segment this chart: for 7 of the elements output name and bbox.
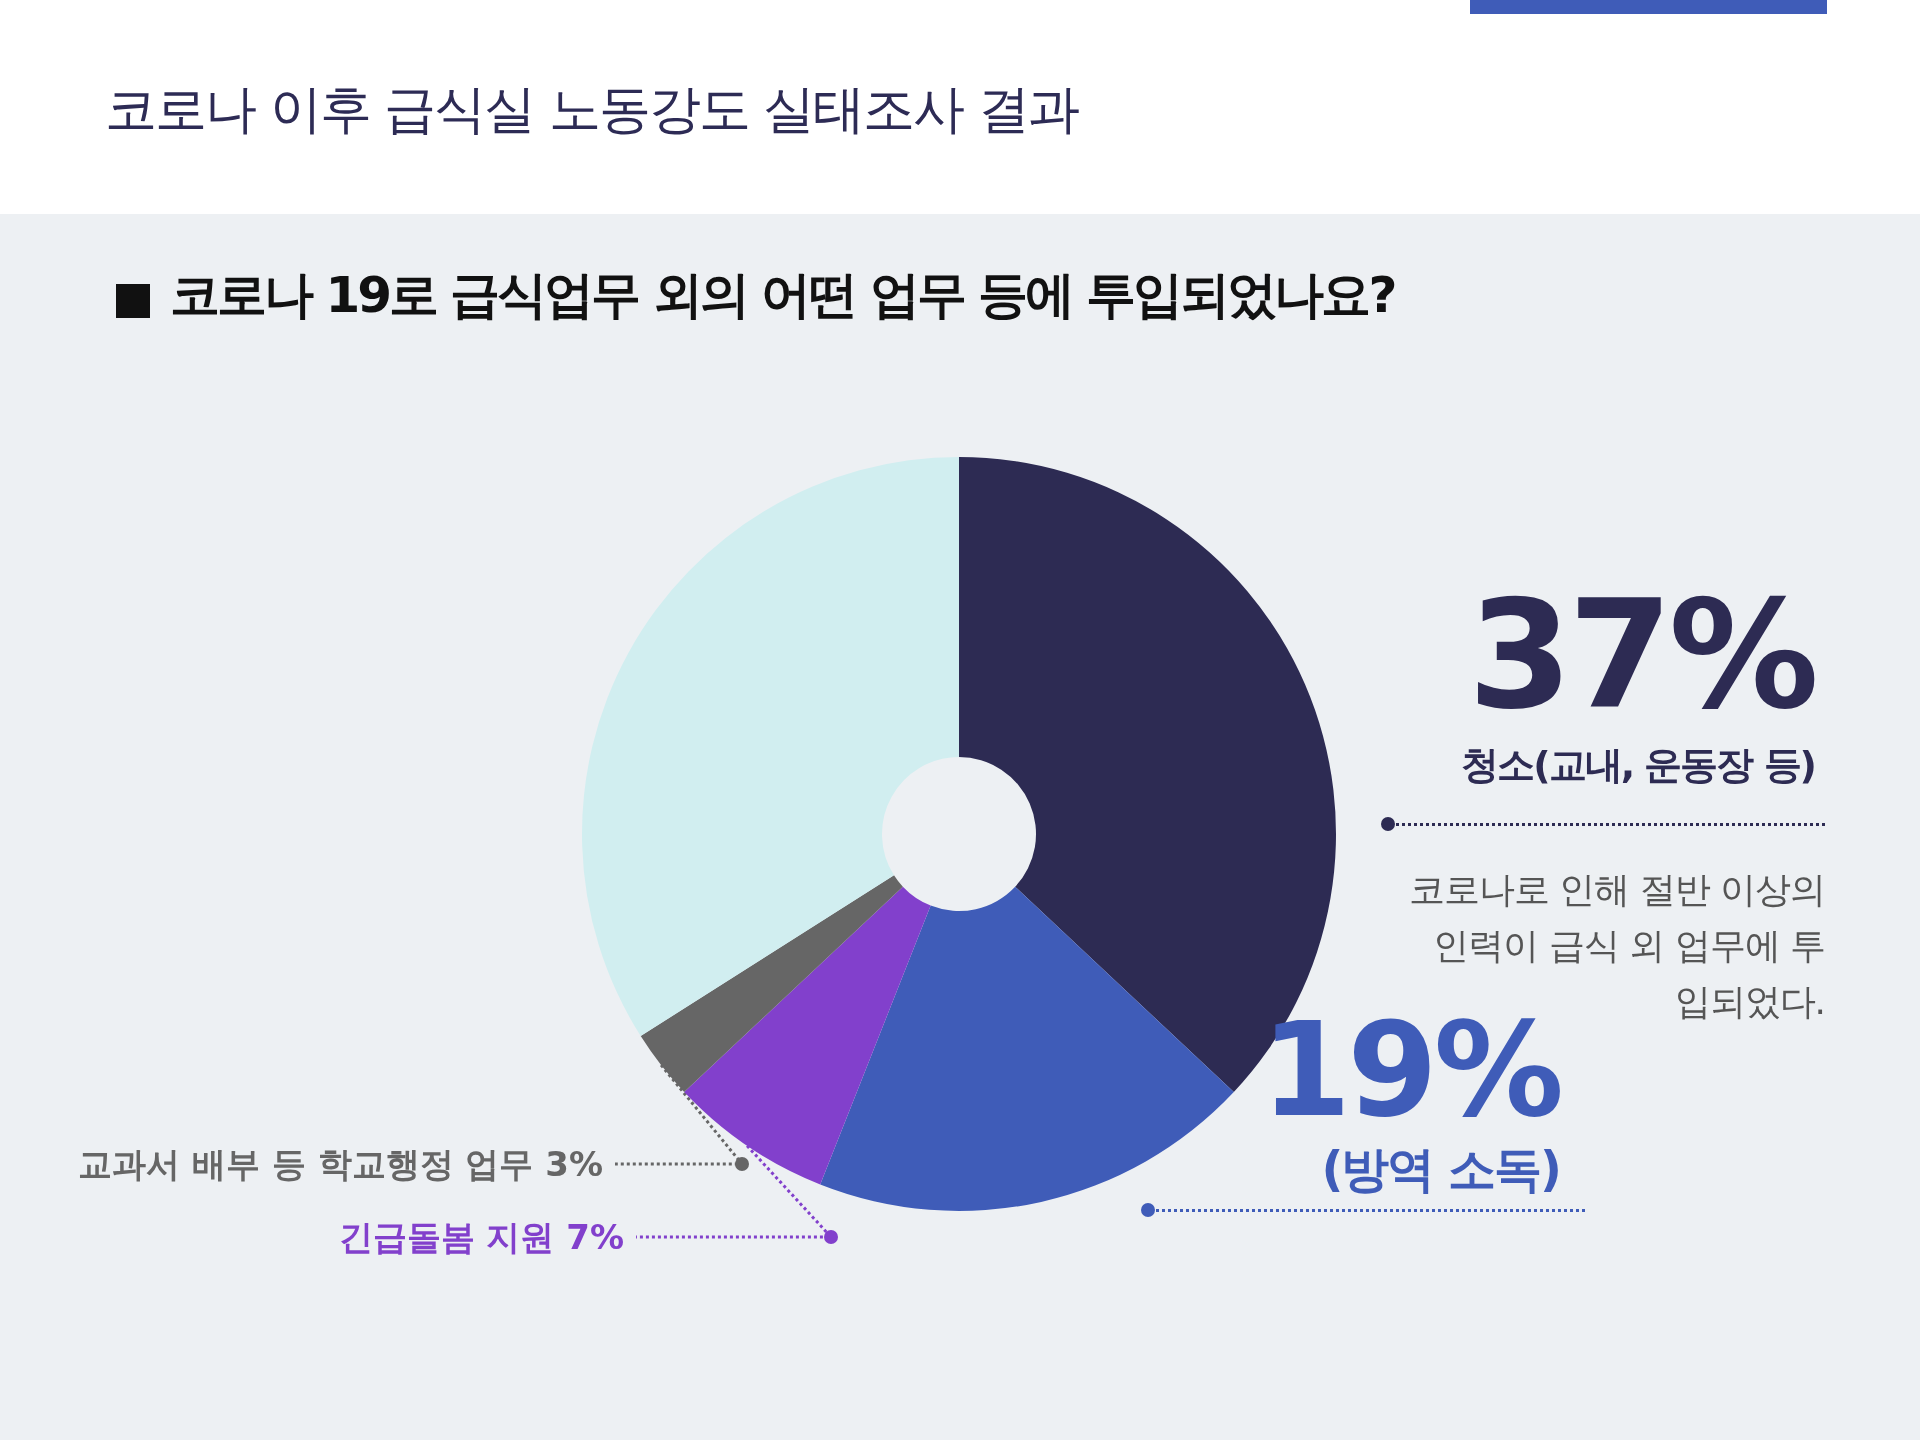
slice-label: 긴급돌봄 지원 7% [338,1217,624,1257]
chart-title: 코로나 이후 급식실 노동강도 실태조사 결과 [105,78,1078,141]
slice-label: 교과서 배부 등 학교행정 업무 3% [78,1144,603,1184]
data-label: 37% [1467,568,1815,742]
slice-label: (방역 소독) [1321,1140,1560,1199]
chart-subtitle: 코로나 19로 급식업무 외의 어떤 업무 등에 투입되었나요? [170,265,1395,326]
slice-label: 청소(교내, 운동장 등) [1461,743,1815,787]
